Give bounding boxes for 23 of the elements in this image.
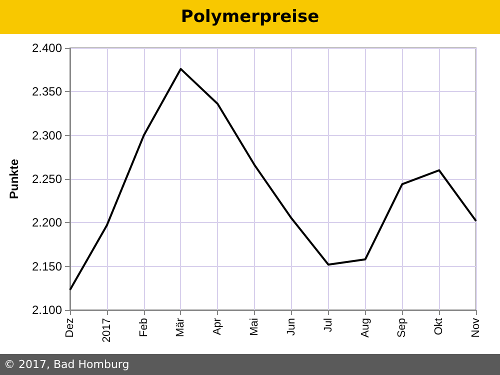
y-tick-label: 2.400 <box>32 41 62 55</box>
x-tick-label: Jul <box>322 318 334 332</box>
x-tick-label: Nov <box>470 318 482 338</box>
line-series <box>69 68 477 291</box>
y-tick-label: 2.350 <box>32 84 62 99</box>
x-tick-label: Apr <box>212 318 224 336</box>
x-tick-label: Okt <box>433 318 446 336</box>
y-axis-title: Punkte <box>7 158 21 200</box>
x-tick-label: Mär <box>174 318 187 337</box>
x-tick-label: Sep <box>396 318 408 338</box>
y-tick-label: 2.200 <box>32 216 62 230</box>
y-tick-label: 2.300 <box>32 128 62 142</box>
x-tick-label: Feb <box>138 318 150 337</box>
y-tick-label: 2.100 <box>32 303 62 317</box>
x-tick-label: Mai <box>248 318 261 336</box>
x-tick-label: 2017 <box>100 318 113 342</box>
text: © 2017, Bad Homburg <box>0 354 500 375</box>
y-tick-label: 2.250 <box>32 172 62 186</box>
y-tick-label: 2.150 <box>32 259 62 274</box>
chart-title: Polymerpreise <box>0 0 500 34</box>
x-tick-label: Jun <box>285 318 298 336</box>
x-tick-label: Dez <box>64 318 76 338</box>
x-tick-label: Aug <box>359 318 372 338</box>
